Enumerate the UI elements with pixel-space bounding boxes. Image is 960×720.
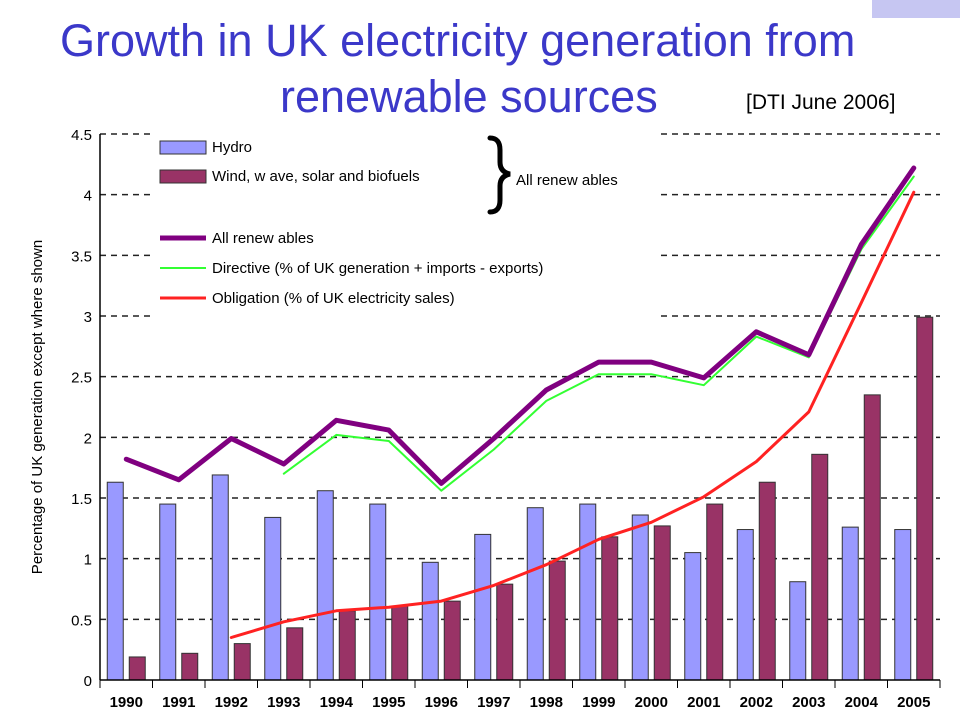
legend-label: All renew ables — [212, 230, 314, 247]
legend-label: Hydro — [212, 139, 252, 156]
x-tick-label: 1994 — [320, 694, 354, 711]
hydro-bar — [526, 507, 544, 681]
wind-bar — [758, 481, 776, 681]
wind-bar — [128, 656, 146, 681]
legend-group-label: All renew ables — [516, 172, 618, 189]
directive-line — [282, 175, 915, 492]
x-tick-label: 1993 — [267, 694, 300, 711]
x-tick-label: 2004 — [845, 694, 879, 711]
wind-bar — [233, 643, 251, 681]
x-tick-label: 1990 — [110, 694, 143, 711]
hydro-bar — [789, 581, 807, 681]
wind-bar — [916, 316, 934, 681]
hydro-bar — [631, 514, 649, 681]
page-title-line-2: renewable sources — [280, 71, 658, 122]
legend-label: Wind, w ave, solar and biofuels — [212, 168, 420, 185]
x-tick-labels: 1990 1991 1992 1993 1994 1995 1996 1997 1998 1999… — [99, 680, 941, 711]
y-tick-label: 1 — [84, 552, 92, 569]
legend-background — [150, 132, 658, 330]
wind-bar — [706, 503, 724, 681]
hydro-bar — [736, 529, 754, 681]
hydro-bar — [684, 552, 702, 681]
wind-bar — [338, 610, 356, 681]
hydro-bar — [264, 516, 282, 681]
legend-brace — [487, 135, 511, 215]
obligation-line — [229, 190, 916, 639]
y-tick-label: 0.5 — [71, 612, 92, 629]
legend-swatch — [159, 140, 207, 155]
x-tick-label: 2000 — [635, 694, 668, 711]
wind-bar — [391, 605, 409, 681]
hydro-bar — [211, 474, 229, 681]
wind-bar — [286, 627, 304, 681]
x-tick-label: 2002 — [740, 694, 773, 711]
y-tick-label: 3.5 — [71, 248, 92, 265]
hydro-bar — [421, 561, 439, 681]
source-citation: [DTI June 2006] — [746, 91, 896, 114]
hydro-bar — [579, 503, 597, 681]
wind-bar — [548, 560, 566, 681]
legend-swatch — [159, 169, 207, 184]
corner-decoration — [872, 0, 960, 18]
hydro-bar — [159, 503, 177, 681]
renewables-chart: 00.511.522.533.544.5 1990 1991 1992 1993 199… — [29, 127, 941, 711]
y-tick-label: 0 — [84, 673, 92, 690]
wind-bar — [181, 652, 199, 681]
x-tick-label: 2003 — [792, 694, 825, 711]
legend: Hydro Wind, w ave, solar and biofuels All … — [150, 132, 658, 330]
y-tick-label: 2 — [84, 430, 92, 447]
x-tick-label: 1999 — [582, 694, 615, 711]
hydro-bar — [841, 526, 859, 681]
series-lines — [123, 165, 917, 639]
y-tick-label: 4 — [84, 188, 92, 205]
wind-bar — [653, 525, 671, 681]
y-axis-label: Percentage of UK generation except where… — [29, 240, 46, 574]
y-tick-label: 1.5 — [71, 491, 92, 508]
wind-bar — [496, 583, 514, 681]
hydro-bar — [894, 529, 912, 681]
x-tick-label: 1991 — [162, 694, 195, 711]
x-tick-label: 1997 — [477, 694, 510, 711]
x-tick-label: 1992 — [215, 694, 248, 711]
y-tick-labels: 0 0.5 1 1.5 2 2.5 3 3.5 4 4.5 — [71, 127, 92, 690]
wind-bar — [601, 536, 619, 681]
wind-bar — [863, 394, 881, 681]
y-tick-label: 2.5 — [71, 370, 92, 387]
x-tick-label: 2005 — [897, 694, 930, 711]
all-renewables-line — [123, 165, 917, 486]
x-tick-label: 2001 — [687, 694, 720, 711]
x-tick-label: 1996 — [425, 694, 458, 711]
legend-label: Directive (% of UK generation + imports … — [212, 260, 543, 277]
page-title-line-1: Growth in UK electricity generation from — [60, 15, 856, 66]
x-tick-label: 1998 — [530, 694, 563, 711]
hydro-bar — [369, 503, 387, 681]
hydro-bar — [106, 481, 124, 681]
hydro-bar — [474, 533, 492, 681]
x-tick-label: 1995 — [372, 694, 405, 711]
wind-bar — [443, 600, 461, 681]
wind-bar — [811, 453, 829, 681]
hydro-bar — [316, 490, 334, 681]
y-tick-label: 3 — [84, 309, 92, 326]
legend-label: Obligation (% of UK electricity sales) — [212, 290, 455, 307]
y-tick-label: 4.5 — [71, 127, 92, 144]
